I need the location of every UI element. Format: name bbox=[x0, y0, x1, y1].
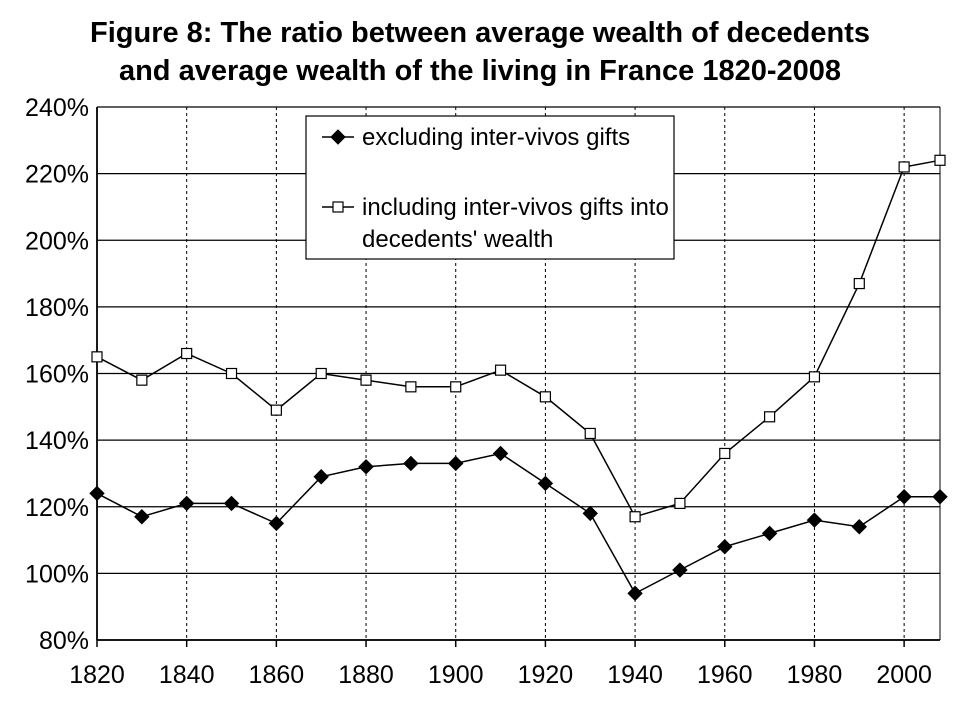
data-point-square bbox=[136, 374, 148, 386]
x-tick-label: 1840 bbox=[159, 661, 215, 689]
x-tick-label: 1900 bbox=[428, 661, 484, 689]
data-point-square bbox=[270, 404, 282, 416]
data-point-diamond bbox=[134, 509, 150, 525]
data-point-diamond bbox=[178, 495, 195, 512]
data-point-square bbox=[181, 347, 193, 360]
data-point-diamond bbox=[358, 459, 374, 475]
series bbox=[89, 154, 948, 602]
data-point-diamond bbox=[761, 525, 778, 542]
data-point-diamond bbox=[403, 455, 419, 472]
y-tick-label: 220% bbox=[25, 161, 89, 189]
data-point-square bbox=[360, 374, 372, 386]
y-tick-label: 140% bbox=[25, 427, 89, 455]
chart-title-line-2: and average wealth of the living in Fran… bbox=[118, 55, 842, 87]
x-tick-label: 1940 bbox=[607, 661, 663, 689]
data-point-diamond bbox=[672, 562, 688, 578]
data-point-square bbox=[629, 511, 641, 523]
data-point-square bbox=[539, 391, 552, 403]
data-point-diamond bbox=[932, 489, 948, 505]
chart-title: Figure 8: The ratio between average weal… bbox=[0, 14, 960, 90]
data-point-square bbox=[450, 381, 462, 393]
data-point-diamond bbox=[268, 515, 285, 532]
data-point-diamond bbox=[896, 489, 912, 505]
x-tick-label: 1920 bbox=[518, 661, 574, 689]
y-tick-label: 200% bbox=[25, 227, 89, 255]
data-point-diamond bbox=[223, 495, 240, 512]
legend-box bbox=[305, 115, 675, 260]
data-point-square bbox=[405, 381, 417, 393]
y-tick-label: 180% bbox=[25, 294, 89, 322]
data-point-diamond bbox=[537, 475, 554, 492]
data-point-diamond bbox=[717, 539, 733, 555]
data-point-diamond bbox=[627, 585, 643, 602]
data-point-square bbox=[91, 351, 103, 363]
data-point-diamond bbox=[492, 445, 509, 462]
series-2 bbox=[91, 154, 946, 523]
legend-label: decedents' wealth bbox=[362, 226, 553, 253]
series-line bbox=[96, 159, 941, 518]
data-point-square bbox=[934, 154, 946, 166]
data-point-square bbox=[719, 447, 731, 460]
data-point-square bbox=[898, 161, 910, 173]
legend-label: excluding inter-vivos gifts bbox=[362, 124, 630, 151]
y-tick-label: 120% bbox=[25, 494, 89, 522]
data-point-diamond bbox=[448, 455, 464, 472]
legend: excluding inter-vivos gifts including int… bbox=[305, 115, 675, 260]
y-tick-label: 100% bbox=[25, 560, 89, 588]
x-tick-label: 1960 bbox=[697, 661, 753, 689]
y-tick-label: 240% bbox=[25, 94, 89, 122]
x-tick-label: 2000 bbox=[876, 661, 932, 689]
y-tick-label: 80% bbox=[39, 627, 89, 655]
axes: 80% 100% 120% 140% 160% 180% 200% 220% 240% 1820 1… bbox=[25, 94, 941, 689]
legend-label: including inter-vivos gifts into bbox=[362, 194, 669, 221]
data-point-square bbox=[494, 364, 507, 376]
data-point-square bbox=[808, 371, 821, 383]
data-point-diamond bbox=[806, 512, 823, 528]
data-point-square bbox=[315, 367, 327, 380]
data-point-square bbox=[674, 497, 686, 510]
series-1 bbox=[89, 445, 948, 602]
data-point-square bbox=[584, 427, 596, 440]
data-point-diamond bbox=[582, 505, 598, 522]
data-point-diamond bbox=[313, 469, 329, 485]
x-tick-label: 1980 bbox=[787, 661, 843, 689]
data-point-square bbox=[764, 411, 776, 423]
x-tick-label: 1860 bbox=[249, 661, 305, 689]
data-point-square bbox=[853, 277, 865, 290]
x-tick-label: 1880 bbox=[338, 661, 394, 689]
x-tick-label: 1820 bbox=[69, 661, 125, 689]
data-point-square bbox=[225, 367, 238, 380]
series-line bbox=[96, 452, 940, 595]
chart-title-line-1: Figure 8: The ratio between average weal… bbox=[90, 17, 870, 49]
data-point-diamond bbox=[89, 485, 105, 502]
data-point-diamond bbox=[851, 519, 867, 535]
data-point-square bbox=[332, 201, 344, 213]
data-point-diamond bbox=[330, 129, 346, 145]
y-tick-label: 160% bbox=[25, 361, 89, 389]
